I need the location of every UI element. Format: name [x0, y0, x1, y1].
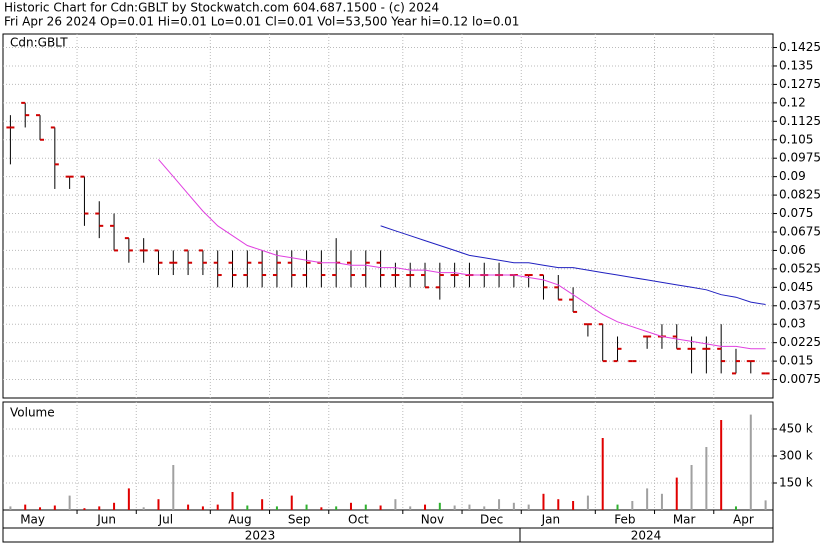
- y-tick-label: 0.045: [779, 280, 813, 294]
- volume-bar: [53, 505, 56, 510]
- volume-bar: [290, 495, 293, 510]
- volume-bar: [453, 505, 456, 510]
- volume-bar: [113, 502, 116, 510]
- y-tick-label: 0.03: [779, 317, 806, 331]
- volume-bar: [542, 493, 545, 510]
- volume-bar: [749, 414, 752, 510]
- x-tick-label: May: [20, 513, 45, 527]
- y-tick-label: 0.015: [779, 354, 813, 368]
- moving-average: [158, 159, 766, 350]
- volume-bar: [586, 495, 589, 510]
- volume-bar: [720, 420, 723, 510]
- x-tick-label: Jul: [158, 513, 173, 527]
- volume-bar: [557, 499, 560, 510]
- volume-bar: [24, 504, 27, 510]
- volume-bar: [631, 501, 634, 510]
- volume-bar: [172, 465, 175, 510]
- volume-bar: [187, 504, 190, 510]
- y-tick-label: 0.105: [779, 132, 813, 146]
- volume-bar: [705, 447, 708, 510]
- volume-bar: [483, 506, 486, 510]
- volume-bar: [320, 507, 323, 510]
- volume-bar: [660, 493, 663, 510]
- volume-label: Volume: [10, 406, 55, 420]
- x-tick-label: Sep: [288, 513, 311, 527]
- volume-bar: [157, 499, 160, 510]
- volume-bar: [675, 477, 678, 510]
- year-label: 2023: [245, 529, 276, 543]
- volume-bar: [275, 506, 278, 510]
- y-tick-label: 0.0975: [779, 151, 821, 165]
- year-row: [2, 527, 774, 543]
- year-label: 2024: [631, 529, 662, 543]
- volume-bar: [231, 492, 234, 510]
- volume-bar: [39, 507, 42, 510]
- volume-bar: [9, 506, 12, 510]
- volume-bar: [616, 504, 619, 510]
- volume-bar: [349, 502, 352, 510]
- y-tick-label: 0.09: [779, 169, 806, 183]
- y-tick-label: 0.0675: [779, 224, 821, 238]
- y-tick-label: 0.06: [779, 243, 806, 257]
- chart-subtitle: Fri Apr 26 2024 Op=0.01 Hi=0.01 Lo=0.01 …: [4, 15, 519, 29]
- volume-bar: [379, 505, 382, 510]
- volume-bar: [98, 506, 101, 510]
- y-tick-label: 0.075: [779, 206, 813, 220]
- price-panel: [2, 33, 774, 399]
- y-tick-label: 0.1275: [779, 77, 821, 91]
- y-tick-label: 450 k: [779, 422, 813, 436]
- y-tick-label: 0.0375: [779, 298, 821, 312]
- x-tick-label: Jan: [541, 513, 561, 527]
- y-tick-label: 150 k: [779, 476, 813, 490]
- volume-bar: [572, 501, 575, 510]
- y-tick-label: 0.0225: [779, 335, 821, 349]
- volume-bar: [335, 506, 338, 510]
- volume-bar: [734, 506, 737, 510]
- y-tick-label: 0.0075: [779, 372, 821, 386]
- volume-bar: [83, 508, 86, 510]
- moving-average: [380, 225, 766, 305]
- x-tick-label: Aug: [228, 513, 251, 527]
- volume-bar: [438, 502, 441, 510]
- y-tick-label: 0.1425: [779, 40, 821, 54]
- volume-bar: [201, 506, 204, 510]
- volume-bar: [261, 499, 264, 510]
- volume-bar: [601, 438, 604, 510]
- symbol-label: Cdn:GBLT: [10, 36, 68, 50]
- volume-bar: [409, 506, 412, 510]
- volume-bar: [364, 504, 367, 510]
- volume-bar: [498, 499, 501, 510]
- y-tick-label: 0.0825: [779, 188, 821, 202]
- chart-title: Historic Chart for Cdn:GBLT by Stockwatc…: [4, 1, 439, 15]
- x-tick-label: Dec: [480, 513, 503, 527]
- volume-bar: [527, 504, 530, 510]
- volume-bar: [216, 504, 219, 510]
- volume-bar: [690, 465, 693, 510]
- y-tick-label: 0.1125: [779, 114, 821, 128]
- volume-bar: [764, 500, 767, 510]
- volume-bar: [246, 505, 249, 510]
- volume-bar: [424, 504, 427, 510]
- volume-bar: [394, 499, 397, 510]
- y-tick-label: 0.135: [779, 58, 813, 72]
- volume-bar: [512, 502, 515, 510]
- volume-bar: [142, 507, 145, 510]
- x-tick-label: Nov: [421, 513, 444, 527]
- x-tick-label: Mar: [673, 513, 696, 527]
- x-tick-label: Jun: [96, 513, 116, 527]
- y-tick-label: 300 k: [779, 449, 813, 463]
- volume-bar: [127, 488, 130, 510]
- volume-bar: [305, 504, 308, 510]
- volume-bar: [468, 504, 471, 510]
- x-tick-label: Oct: [348, 513, 369, 527]
- x-tick-label: Apr: [733, 513, 754, 527]
- y-tick-label: 0.0525: [779, 261, 821, 275]
- y-tick-label: 0.12: [779, 95, 806, 109]
- volume-bar: [646, 488, 649, 510]
- x-tick-label: Feb: [614, 513, 635, 527]
- volume-bar: [68, 495, 71, 510]
